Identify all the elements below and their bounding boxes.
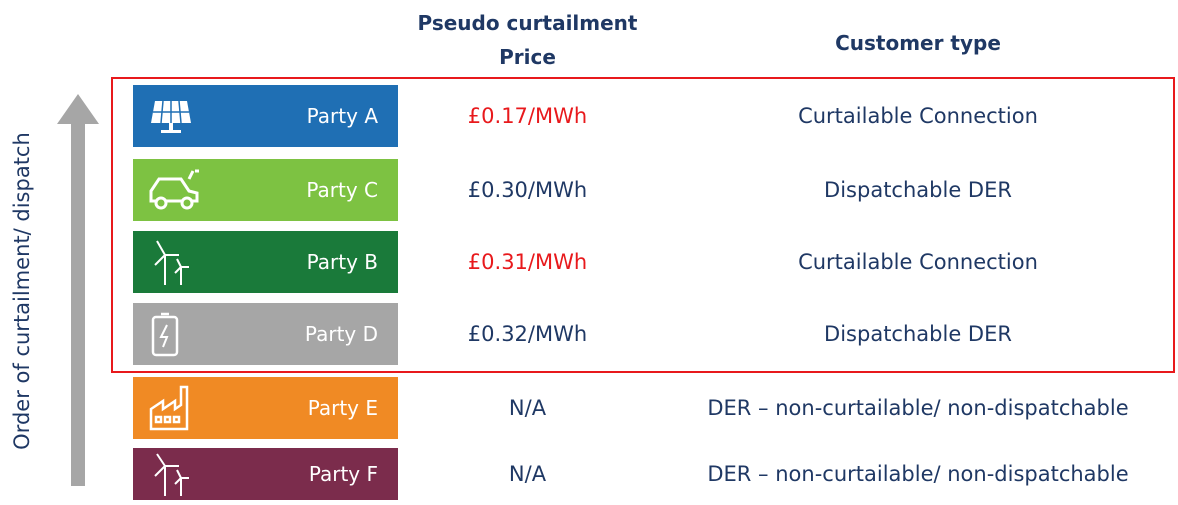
price: N/A [508, 462, 547, 486]
customer-type: Dispatchable DER [824, 178, 1012, 202]
customer-type: DER – non-curtailable/ non-dispatchable [707, 396, 1129, 420]
order-arrow [57, 94, 99, 486]
customer-type: Curtailable Connection [798, 250, 1038, 274]
party-label: Party D [304, 322, 378, 346]
party-box: Party F [133, 448, 398, 500]
party-label: Party E [307, 396, 378, 420]
price-header-line: Pseudo curtailment [417, 11, 638, 35]
customer-header: Customer type [835, 31, 1001, 55]
price: £0.30/MWh [467, 178, 588, 202]
party-box: Party D [133, 303, 398, 365]
highlight-frame [111, 77, 1175, 373]
price: £0.31/MWh [467, 250, 588, 274]
price: £0.32/MWh [467, 322, 588, 346]
price-header: Pseudo curtailment Price [400, 6, 655, 74]
party-label: Party F [308, 462, 378, 486]
party-label: Party A [306, 104, 378, 128]
party-box: Party E [133, 377, 398, 439]
customer-type: DER – non-curtailable/ non-dispatchable [707, 462, 1129, 486]
party-label: Party B [306, 250, 378, 274]
party-box: Party C [133, 159, 398, 221]
party-label: Party C [306, 178, 378, 202]
customer-type: Dispatchable DER [824, 322, 1012, 346]
price: £0.17/MWh [467, 104, 588, 128]
customer-type: Curtailable Connection [798, 104, 1038, 128]
party-box: Party A [133, 85, 398, 147]
price: N/A [508, 396, 547, 420]
price-header-line: Price [499, 45, 556, 69]
party-box: Party B [133, 231, 398, 293]
axis-label: Order of curtailment/ dispatch [10, 132, 34, 450]
